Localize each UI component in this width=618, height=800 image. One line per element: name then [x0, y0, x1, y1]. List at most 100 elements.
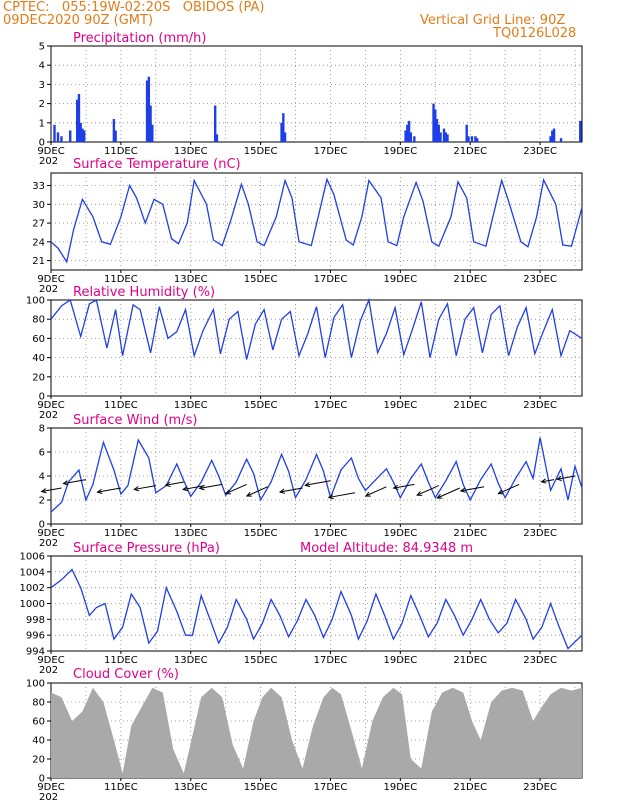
ytick-label: 998	[26, 615, 45, 626]
wind-arrow-head	[96, 488, 103, 494]
wind-arrow-shaft	[328, 492, 356, 498]
precip-bar	[446, 134, 449, 142]
year-label: 202	[39, 792, 58, 800]
ytick-label: 6	[39, 448, 45, 459]
ytick-label: 4	[39, 472, 45, 483]
xtick-label: 9DEC	[37, 528, 64, 539]
ytick-label: 994	[26, 647, 45, 658]
wind-arrow-head	[327, 494, 334, 500]
ytick-label: 1004	[20, 567, 45, 578]
xtick-label: 21DEC	[453, 400, 487, 411]
precip-bar	[407, 120, 411, 142]
panel-2: 0 20 40 60 80 100 9DEC 11DEC 13DEC 15DEC 17DEC 19DE…	[26, 285, 583, 421]
precip-bar	[404, 130, 407, 142]
panel-frame	[50, 45, 583, 143]
model-altitude: Model Altitude: 84.9348 m	[300, 541, 473, 556]
precip-bar	[437, 124, 440, 142]
xtick-label: 23DEC	[523, 274, 557, 285]
xtick-label: 15DEC	[244, 274, 278, 285]
precip-bar	[53, 124, 56, 142]
panel-0: 0 1 2 3 4 5 9DEC 11DEC 13DEC 15DEC 17DEC 19DEC 21DEC…	[37, 31, 583, 167]
wind-arrow-shaft	[416, 485, 439, 496]
wind-arrow-head	[364, 491, 371, 497]
precip-bar	[475, 138, 479, 142]
xtick-label: 13DEC	[174, 528, 208, 539]
precip-bar	[552, 128, 556, 142]
wind-arrow	[540, 478, 555, 484]
xtick-label: 17DEC	[314, 655, 348, 666]
wind-arrow-shaft	[460, 486, 485, 492]
xtick-label: 21DEC	[453, 782, 487, 793]
ytick-label: 80	[32, 698, 45, 709]
xtick-label: 13DEC	[174, 655, 208, 666]
wind-arrow	[181, 485, 205, 492]
xtick-label: 17DEC	[314, 528, 348, 539]
wind-arrow-shaft	[365, 486, 387, 497]
wind-arrow	[245, 486, 268, 497]
wind-arrow-shaft	[279, 487, 303, 493]
xtick-label: 9DEC	[37, 146, 64, 157]
wind-arrow-shaft	[134, 485, 156, 490]
ytick-label: 0	[39, 774, 45, 785]
series-line	[50, 437, 583, 513]
ytick-label: 20	[32, 755, 45, 766]
xtick-label: 9DEC	[37, 400, 64, 411]
xtick-label: 23DEC	[523, 400, 557, 411]
panel-3: 0 2 4 6 8 9DEC 11DEC 13DEC 15DEC 17DEC 19DEC 21DEC 2…	[37, 413, 583, 549]
precip-bar	[69, 130, 72, 142]
header-run-time: 09DEC2020 90Z (GMT)	[3, 13, 154, 28]
ytick-label: 0	[39, 520, 45, 531]
wind-arrow-head	[392, 484, 399, 490]
precip-bar	[76, 99, 79, 142]
precip-bar	[413, 136, 416, 142]
wind-arrow-head	[497, 489, 504, 495]
precip-bar	[465, 124, 468, 142]
xtick-label: 19DEC	[383, 528, 417, 539]
precip-bar	[470, 136, 474, 142]
wind-arrow	[40, 487, 62, 494]
wind-arrow	[304, 480, 331, 488]
xtick-label: 17DEC	[314, 400, 348, 411]
wind-arrow-head	[540, 478, 547, 484]
panel-1: 21 24 27 30 33 9DEC 11DEC 13DEC 15DEC 17DEC 19DEC 2…	[32, 157, 583, 295]
precip-bar	[474, 136, 477, 142]
ytick-label: 5	[39, 42, 45, 53]
xtick-label: 13DEC	[174, 146, 208, 157]
wind-arrow	[164, 481, 184, 488]
xtick-label: 13DEC	[174, 400, 208, 411]
xtick-label: 17DEC	[314, 146, 348, 157]
wind-arrow-shaft	[305, 480, 331, 486]
precip-bar	[432, 103, 435, 142]
precip-bar	[56, 132, 60, 142]
precip-bar	[114, 130, 117, 142]
wind-arrow-shaft	[541, 479, 555, 483]
wind-arrow	[555, 475, 576, 482]
wind-arrow-shaft	[225, 483, 247, 495]
xtick-label: 15DEC	[244, 655, 278, 666]
header-grid-line: Vertical Grid Line: 90Z	[420, 13, 566, 28]
xtick-label: 9DEC	[37, 782, 64, 793]
ytick-label: 8	[39, 424, 45, 435]
xtick-label: 11DEC	[104, 274, 138, 285]
wind-arrow-head	[459, 487, 466, 493]
precip-bar	[551, 130, 554, 142]
panel-title: Surface Wind (m/s)	[73, 413, 197, 428]
ytick-label: 4	[39, 61, 45, 72]
xtick-label: 19DEC	[383, 400, 417, 411]
xtick-label: 21DEC	[453, 146, 487, 157]
wind-arrow	[224, 483, 247, 495]
precip-bar	[549, 136, 552, 142]
precip-bar	[442, 128, 446, 142]
panel-frame	[50, 299, 583, 397]
wind-arrow-shaft	[199, 483, 223, 489]
ytick-label: 2	[39, 496, 45, 507]
xtick-label: 13DEC	[174, 782, 208, 793]
panel-frame	[50, 172, 583, 271]
precip-bar	[435, 118, 439, 142]
ytick-label: 1006	[20, 552, 45, 563]
xtick-label: 17DEC	[314, 782, 348, 793]
xtick-label: 19DEC	[383, 655, 417, 666]
ytick-label: 0	[39, 392, 45, 403]
ytick-label: 80	[32, 315, 45, 326]
xtick-label: 9DEC	[37, 655, 64, 666]
